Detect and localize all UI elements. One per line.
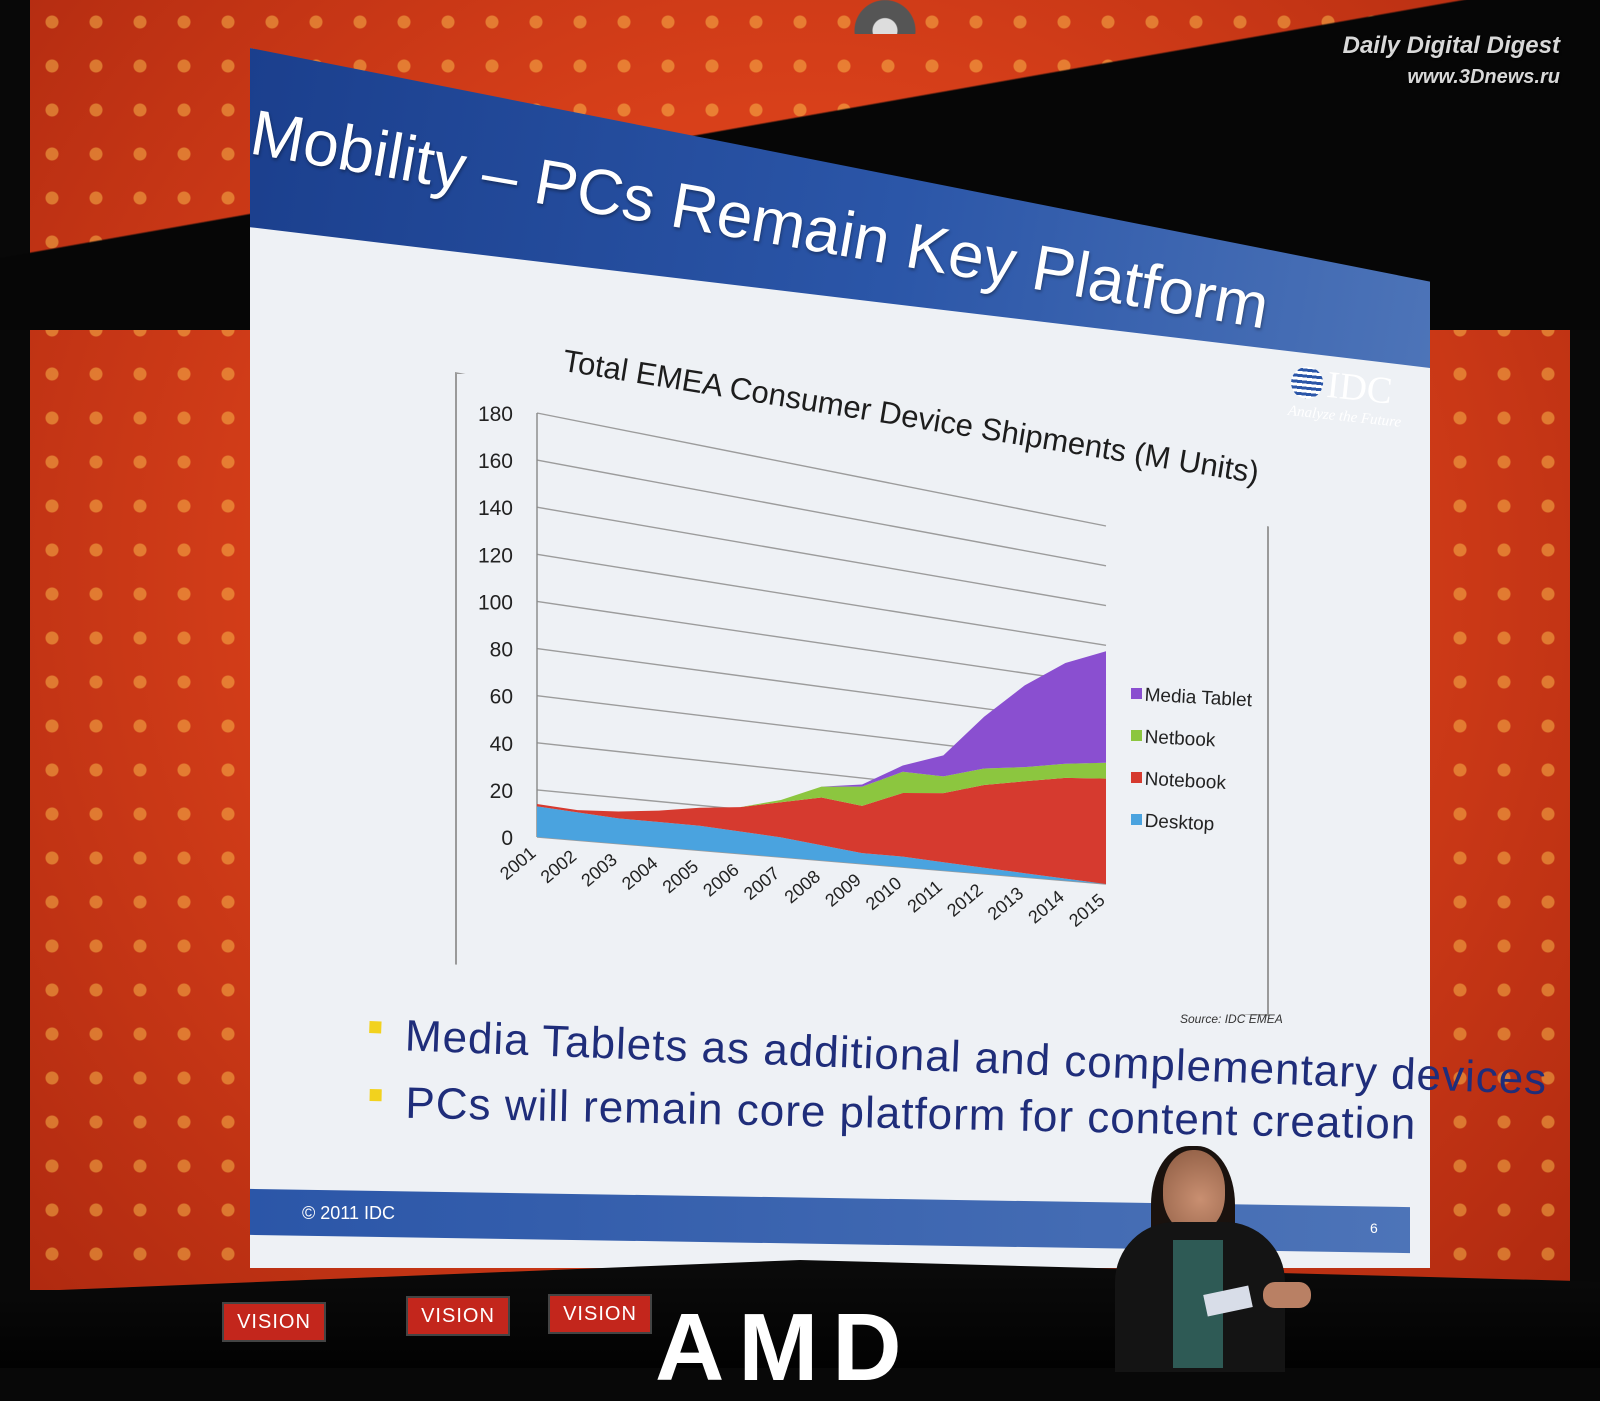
legend-swatch [1131,772,1142,783]
x-tick-label: 2005 [659,856,703,897]
y-tick-label: 40 [490,733,513,756]
x-tick-label: 2014 [1024,886,1068,927]
gridline [536,412,1107,527]
y-tick-label: 160 [478,450,513,473]
bullet-list: Media Tablets as additional and compleme… [369,1010,1549,1149]
bullet-marker-icon [369,1088,382,1102]
vision-banner: VISION [406,1296,510,1336]
watermark-url: www.3Dnews.ru [1407,66,1560,88]
x-tick-label: 2006 [699,860,743,901]
chart-y-tick-labels: 0 20 40 60 80 100 120 140 160 180 [478,403,513,850]
x-tick-label: 2009 [821,870,865,911]
watermark: Daily Digital Digest www.3Dnews.ru [1343,32,1560,89]
bullet-marker-icon [369,1020,382,1034]
presenter [1115,1146,1315,1372]
chart-source: Source: IDC EMEA [1180,1012,1283,1026]
amd-sign: AMD [655,1294,916,1401]
area-desktop [537,806,1106,884]
x-tick-label: 2011 [903,876,946,916]
area-netbook [537,762,1106,812]
y-tick-label: 180 [478,403,513,426]
slide-copyright: © 2011 IDC [302,1203,395,1223]
x-tick-label: 2012 [943,880,987,921]
legend-label: Netbook [1144,727,1216,752]
legend-swatch [1131,730,1142,741]
gridline [536,600,1107,686]
gridline [536,553,1107,647]
area-notebook [537,777,1106,884]
chart-legend: Media Tablet Netbook Notebook Desktop [1131,685,1253,836]
legend-swatch [1131,688,1142,699]
x-tick-label: 2003 [577,849,621,890]
watermark-title: Daily Digital Digest [1342,32,1560,59]
x-tick-label: 2008 [781,866,825,907]
x-tick-label: 2013 [984,883,1028,924]
vision-banner: VISION [222,1302,326,1342]
legend-label: Media Tablet [1144,685,1253,712]
x-tick-label: 2002 [537,846,581,887]
x-tick-label: 2007 [740,863,784,904]
gridline [536,459,1107,567]
legend-label: Notebook [1144,769,1227,794]
y-tick-label: 120 [478,544,513,567]
y-tick-label: 140 [478,497,513,520]
chart-areas [537,651,1106,884]
ceiling-lamp [850,0,920,34]
slide-page-number: 6 [1370,1220,1378,1236]
y-tick-label: 80 [490,639,513,662]
x-tick-label: 2015 [1065,890,1109,931]
y-tick-label: 0 [501,827,513,850]
legend-swatch [1131,814,1142,825]
area-media-tablet [537,651,1106,812]
vision-banner: VISION [548,1294,652,1334]
x-tick-label: 2004 [618,853,662,894]
y-tick-label: 20 [490,780,513,803]
y-tick-label: 60 [490,686,513,709]
y-tick-label: 100 [478,591,513,614]
gridline [536,506,1107,607]
x-tick-label: 2010 [862,873,906,914]
legend-label: Desktop [1144,811,1215,836]
